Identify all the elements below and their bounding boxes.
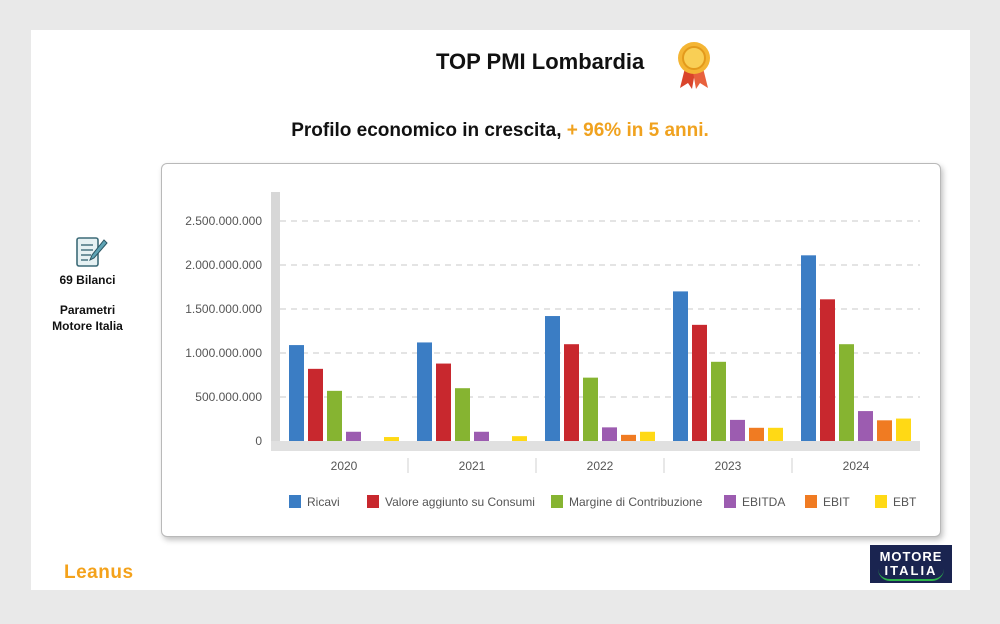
bar — [858, 411, 873, 441]
bar — [545, 316, 560, 441]
bar — [749, 427, 764, 441]
legend-swatch — [805, 495, 817, 508]
legend-swatch — [367, 495, 379, 508]
bar — [730, 419, 745, 441]
bar — [564, 344, 579, 441]
y-tick-label: 2.000.000.000 — [185, 258, 262, 272]
bar-chart: 0 500.000.000 1.000.000.000 1.500.000.000 2.… — [185, 192, 920, 509]
legend-label: EBIT — [823, 495, 850, 509]
legend-swatch — [551, 495, 563, 508]
bar — [820, 299, 835, 441]
x-tick-label: 2024 — [843, 459, 870, 473]
bar — [417, 342, 432, 441]
x-tick-label: 2021 — [459, 459, 486, 473]
y-axis-bar — [271, 192, 280, 451]
bar — [583, 377, 598, 441]
medal-icon — [678, 42, 710, 89]
bar — [512, 436, 527, 441]
bar — [896, 418, 911, 441]
bar — [801, 255, 816, 441]
page-subtitle: Profilo economico in crescita, + 96% in … — [0, 120, 1000, 142]
bar — [673, 291, 688, 441]
legend-label: EBT — [893, 495, 917, 509]
parameters-line2: Motore Italia — [52, 319, 123, 333]
bar — [436, 363, 451, 441]
legend-label: EBITDA — [742, 495, 785, 509]
bar — [308, 368, 323, 441]
bar — [455, 388, 470, 441]
motore-logo-line1: MOTORE — [879, 549, 943, 564]
bar — [621, 434, 636, 441]
bar — [692, 324, 707, 441]
legend-label: Ricavi — [307, 495, 340, 509]
bar — [327, 390, 342, 441]
x-tick-label: 2022 — [587, 459, 614, 473]
leanus-logo: Leanus — [64, 562, 134, 583]
bar — [839, 344, 854, 441]
legend-label: Valore aggiunto su Consumi — [385, 495, 535, 509]
x-tick-label: 2023 — [715, 459, 742, 473]
logo-swoosh — [878, 569, 944, 581]
subtitle-main: Profilo economico in crescita, — [291, 120, 567, 141]
motore-italia-logo: MOTORE ITALIA — [870, 545, 952, 583]
x-tick-label: 2020 — [331, 459, 358, 473]
bar — [602, 427, 617, 441]
x-axis-floor — [271, 441, 920, 451]
bar — [640, 431, 655, 441]
legend-swatch — [875, 495, 887, 508]
y-tick-label: 1.000.000.000 — [185, 346, 262, 360]
legend-label: Margine di Contribuzione — [569, 495, 703, 509]
bar — [289, 345, 304, 441]
bar — [384, 437, 399, 441]
bar — [474, 431, 489, 441]
y-tick-label: 1.500.000.000 — [185, 302, 262, 316]
page-title: TOP PMI Lombardia — [436, 49, 645, 74]
parameters-line1: Parametri — [59, 303, 116, 317]
document-pencil-icon — [76, 237, 108, 267]
y-tick-label: 500.000.000 — [195, 390, 262, 404]
bilanci-count: 69 Bilanci — [59, 273, 116, 287]
y-tick-label: 2.500.000.000 — [185, 214, 262, 228]
parameters-label: Parametri Motore Italia — [40, 302, 135, 334]
bar — [877, 420, 892, 441]
bar — [711, 361, 726, 441]
y-tick-label: 0 — [255, 434, 262, 448]
legend-swatch — [724, 495, 736, 508]
subtitle-accent: + 96% in 5 anni. — [566, 120, 709, 141]
bar — [346, 431, 361, 441]
bar — [768, 427, 783, 441]
legend-swatch — [289, 495, 301, 508]
chart-panel: 0 500.000.000 1.000.000.000 1.500.000.000 2.… — [161, 163, 941, 537]
